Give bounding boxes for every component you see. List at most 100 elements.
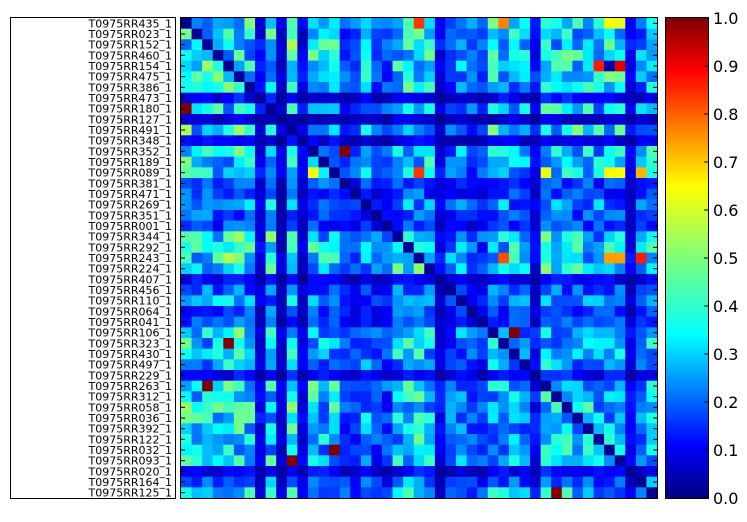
heatmap-cell: [551, 359, 563, 371]
heatmap-cell: [318, 412, 330, 424]
heatmap-cell: [445, 338, 457, 350]
heatmap-cell: [329, 252, 341, 264]
heatmap-cell: [181, 316, 192, 328]
heatmap-cell: [297, 263, 309, 275]
heatmap-cell: [276, 199, 288, 211]
heatmap-cell: [329, 146, 341, 158]
heatmap-cell: [223, 391, 235, 403]
heatmap-cell: [392, 487, 404, 499]
heatmap-cell: [434, 316, 446, 328]
heatmap-cell: [551, 380, 563, 392]
heatmap-cell: [392, 60, 404, 72]
heatmap-cell: [381, 60, 393, 72]
heatmap-cell: [329, 188, 341, 200]
heatmap-cell: [223, 444, 235, 456]
row-label: T0975RR491_1: [88, 124, 173, 137]
heatmap-cell: [646, 295, 658, 307]
heatmap-cell: [202, 434, 214, 446]
heatmap-cell: [371, 455, 383, 467]
heatmap-cell: [551, 199, 563, 211]
heatmap-cell: [202, 252, 214, 264]
heatmap-cell: [307, 263, 319, 275]
heatmap-cell: [360, 252, 372, 264]
row-label: T0975RR471_1: [88, 188, 173, 201]
heatmap-cell: [223, 412, 235, 424]
heatmap-cell: [244, 359, 256, 371]
heatmap-cell: [339, 402, 351, 414]
heatmap-cell: [593, 359, 605, 371]
heatmap-cell: [593, 263, 605, 275]
heatmap-cell: [381, 359, 393, 371]
heatmap-cell: [286, 391, 298, 403]
heatmap-cell: [244, 412, 256, 424]
heatmap-cell: [265, 50, 277, 62]
heatmap-cell: [371, 252, 383, 264]
heatmap-cell: [318, 156, 330, 168]
heatmap-cell: [530, 188, 542, 200]
heatmap-cell: [530, 60, 542, 72]
heatmap-cell: [191, 338, 203, 350]
heatmap-cell: [477, 167, 489, 179]
heatmap-cell: [329, 210, 341, 222]
heatmap-cell: [498, 60, 510, 72]
heatmap-cell: [487, 284, 499, 296]
row-label: T0975RR089_1: [88, 167, 173, 180]
heatmap-cell: [530, 178, 542, 190]
heatmap-cell: [582, 50, 594, 62]
heatmap-cell: [487, 178, 499, 190]
heatmap-cell: [434, 327, 446, 339]
heatmap-cell: [466, 103, 478, 115]
heatmap-cell: [625, 60, 637, 72]
heatmap-cell: [318, 316, 330, 328]
heatmap-cell: [540, 242, 552, 254]
heatmap-cell: [635, 295, 647, 307]
heatmap-cell: [233, 295, 245, 307]
heatmap-cell: [508, 434, 520, 446]
heatmap-cell: [307, 135, 319, 147]
heatmap-cell: [572, 231, 584, 243]
heatmap-cell: [381, 231, 393, 243]
heatmap-cell: [307, 402, 319, 414]
heatmap-cell: [498, 284, 510, 296]
heatmap-cell: [413, 370, 425, 382]
heatmap-cell: [392, 338, 404, 350]
heatmap-cell: [466, 28, 478, 40]
heatmap-cell: [223, 135, 235, 147]
heatmap-cell: [381, 316, 393, 328]
heatmap-cell: [466, 167, 478, 179]
heatmap-cell: [635, 114, 647, 126]
heatmap-cell: [381, 28, 393, 40]
heatmap-cell: [392, 28, 404, 40]
heatmap-cell: [339, 178, 351, 190]
heatmap-cell: [329, 327, 341, 339]
heatmap-cell: [614, 434, 626, 446]
heatmap-cell: [339, 348, 351, 360]
heatmap-cell: [424, 306, 436, 318]
heatmap-cell: [646, 487, 658, 499]
heatmap-cell: [635, 444, 647, 456]
heatmap-cell: [561, 487, 573, 499]
heatmap-cell: [508, 210, 520, 222]
heatmap-cell: [265, 402, 277, 414]
heatmap-cell: [297, 370, 309, 382]
heatmap-cell: [540, 114, 552, 126]
heatmap-cell: [191, 412, 203, 424]
heatmap-cell: [339, 380, 351, 392]
heatmap-cell: [424, 359, 436, 371]
heatmap-cell: [307, 199, 319, 211]
heatmap-cell: [477, 455, 489, 467]
heatmap-cell: [265, 135, 277, 147]
heatmap-cell: [561, 455, 573, 467]
heatmap-cell: [424, 114, 436, 126]
heatmap-cell: [297, 476, 309, 488]
heatmap-cell: [212, 146, 224, 158]
heatmap-cell: [646, 263, 658, 275]
heatmap-cell: [286, 434, 298, 446]
heatmap-cell: [297, 284, 309, 296]
heatmap-cell: [371, 124, 383, 136]
heatmap-cell: [445, 316, 457, 328]
heatmap-cell: [360, 295, 372, 307]
heatmap-cell: [434, 338, 446, 350]
heatmap-cell: [244, 39, 256, 51]
heatmap-cell: [498, 18, 510, 30]
